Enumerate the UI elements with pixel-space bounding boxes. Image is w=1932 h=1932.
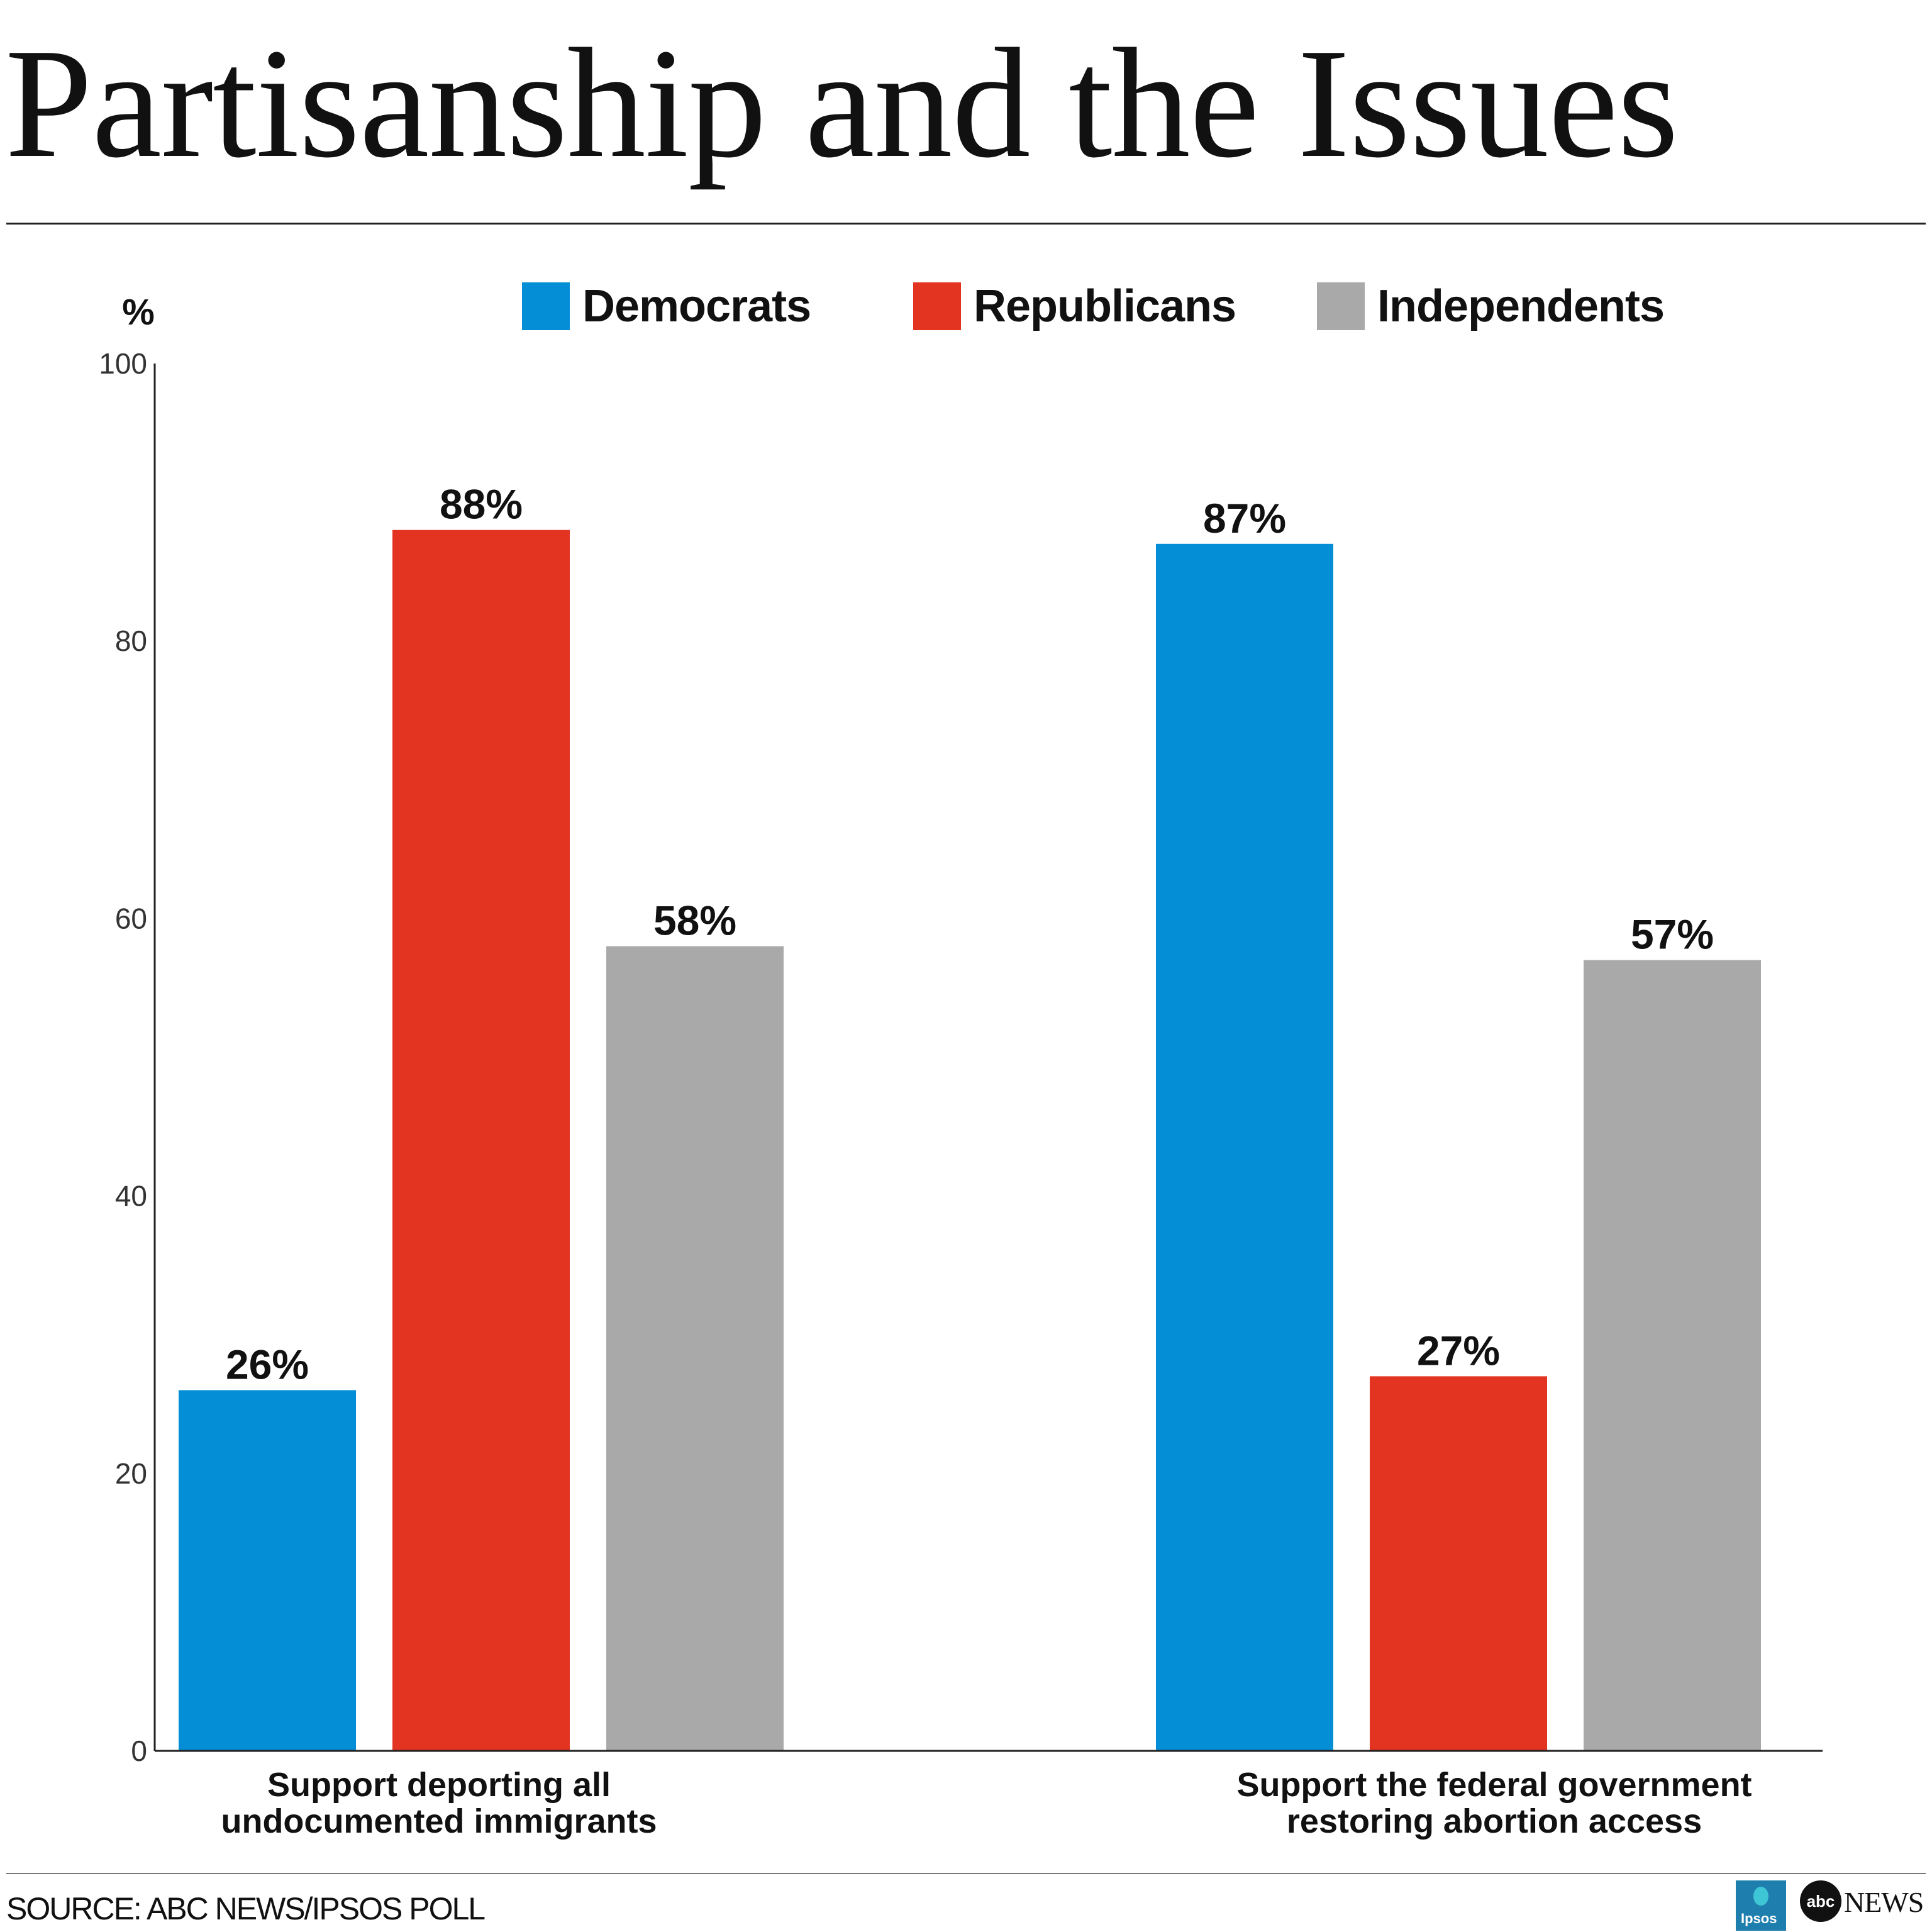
ipsos-logo-text: Ipsos [1741, 1911, 1777, 1927]
y-tick-label: 20 [115, 1457, 147, 1490]
bar-democrats-2 [1156, 544, 1333, 1751]
data-label-republicans-2: 27% [1417, 1327, 1500, 1374]
bar-independents-2 [1584, 960, 1761, 1751]
footer-divider [6, 1873, 1926, 1874]
abc-logo: abc [1800, 1880, 1841, 1922]
bar-republicans-2 [1370, 1376, 1547, 1751]
bar-democrats-1 [179, 1390, 356, 1751]
data-label-democrats-1: 26% [226, 1341, 309, 1387]
bar-republicans-1 [392, 530, 570, 1751]
y-tick-label: 100 [99, 347, 147, 380]
source-note: SOURCE: ABC NEWS/IPSOS POLL [6, 1890, 484, 1927]
ipsos-logo-mark [1753, 1887, 1768, 1906]
y-tick-label: 40 [115, 1180, 147, 1213]
ipsos-logo: Ipsos [1736, 1880, 1786, 1931]
data-label-republicans-1: 88% [440, 481, 523, 528]
bar-independents-1 [606, 947, 784, 1751]
data-label-independents-1: 58% [653, 897, 736, 944]
category-label-2-line-1: Support the federal government [1236, 1766, 1752, 1804]
category-label-1-line-2: undocumented immigrants [221, 1802, 657, 1840]
category-label-2-line-2: restoring abortion access [1287, 1802, 1702, 1840]
y-axis-unit-label: % [122, 292, 155, 333]
bar-chart: % 0 20 40 60 80 100 26% 87% 88% 27% 58% 57% Support d… [0, 0, 1932, 1887]
category-label-1-line-1: Support deporting all [267, 1766, 611, 1804]
y-tick-label: 0 [131, 1735, 147, 1767]
news-logo-text: NEWS [1844, 1885, 1923, 1919]
y-tick-label: 60 [115, 902, 147, 935]
data-label-independents-2: 57% [1631, 911, 1714, 958]
y-tick-label: 80 [115, 625, 147, 657]
data-label-democrats-2: 87% [1203, 495, 1286, 541]
